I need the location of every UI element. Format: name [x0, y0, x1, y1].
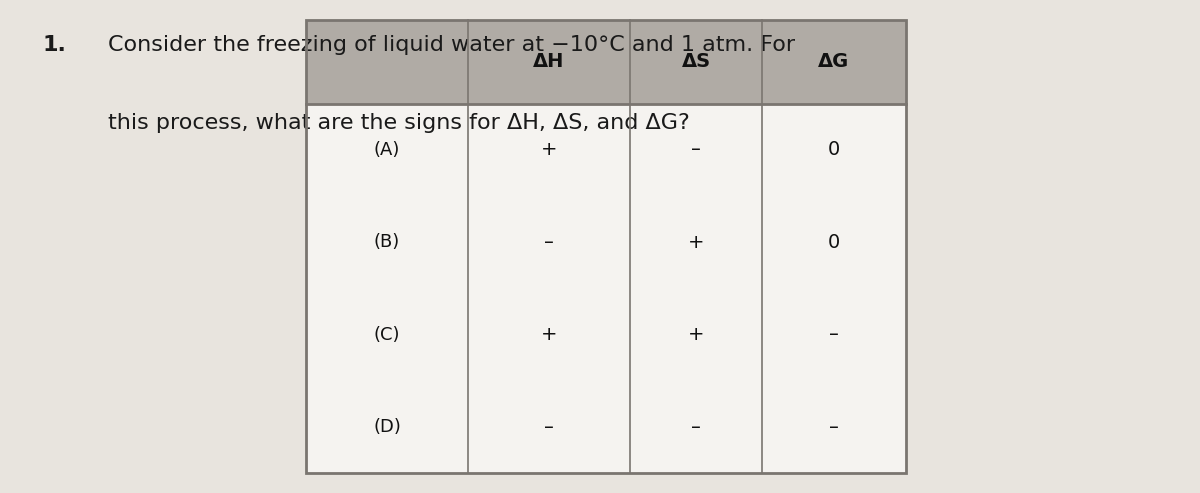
Bar	[306, 20, 906, 473]
Text: –: –	[544, 233, 554, 252]
Bar	[306, 20, 906, 104]
Text: 0: 0	[828, 233, 840, 252]
Text: +: +	[541, 325, 557, 344]
Text: (C): (C)	[373, 326, 401, 344]
Text: ΔH: ΔH	[533, 52, 565, 71]
Text: Consider the freezing of liquid water at −10°C and 1 atm. For: Consider the freezing of liquid water at…	[108, 35, 796, 55]
Text: ΔS: ΔS	[682, 52, 710, 71]
Text: –: –	[829, 325, 839, 344]
Text: –: –	[691, 418, 701, 437]
Text: 0: 0	[828, 141, 840, 159]
Text: –: –	[544, 418, 554, 437]
Text: ΔG: ΔG	[818, 52, 850, 71]
Text: +: +	[688, 325, 704, 344]
Bar	[306, 104, 906, 473]
Text: (B): (B)	[374, 233, 400, 251]
Text: 1.: 1.	[42, 35, 66, 55]
Text: +: +	[541, 141, 557, 159]
Text: this process, what are the signs for ΔH, ΔS, and ΔG?: this process, what are the signs for ΔH,…	[108, 113, 690, 134]
Text: (A): (A)	[374, 141, 400, 159]
Text: (D): (D)	[373, 418, 401, 436]
Text: +: +	[688, 233, 704, 252]
Text: –: –	[691, 141, 701, 159]
Text: –: –	[829, 418, 839, 437]
